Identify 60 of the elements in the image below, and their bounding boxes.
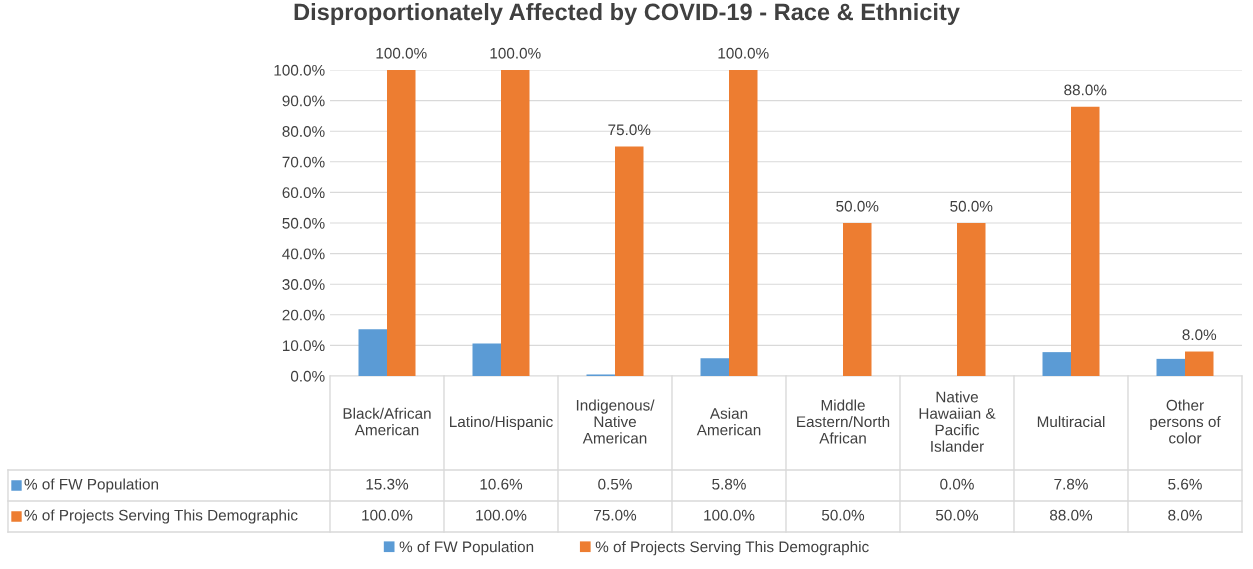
x-tick-label: Latino/Hispanic: [450, 415, 553, 431]
y-tick-label: 50.0%: [282, 217, 325, 229]
data-label: 5.6%: [1168, 478, 1202, 490]
text: 50.0%: [836, 200, 879, 212]
data-label: 5.8%: [712, 478, 746, 490]
bar: [1042, 352, 1071, 376]
x-tick-label: Other persons of color: [1150, 399, 1221, 444]
data-label: 0.5%: [598, 478, 632, 490]
text: % of Projects Serving This Demographic: [595, 541, 869, 556]
x-tick-label: Black/African American: [343, 407, 431, 436]
data-label: 100.0%: [704, 509, 755, 521]
data-label: 100.0%: [476, 509, 527, 521]
y-tick-label: 70.0%: [282, 156, 325, 168]
y-tick-label: 90.0%: [282, 95, 325, 107]
text: 88.0%: [1064, 84, 1107, 96]
text: 75.0%: [608, 124, 651, 136]
data-label: 10.6%: [480, 478, 523, 490]
y-tick-label: 60.0%: [282, 187, 325, 199]
y-tick-label: 100.0%: [274, 64, 325, 76]
y-tick-label: 20.0%: [282, 309, 325, 321]
bar: [957, 223, 986, 376]
bar: [843, 223, 872, 376]
x-tick-label: Multiracial: [1037, 415, 1105, 428]
bar: [729, 70, 758, 376]
y-tick-label: 10.0%: [282, 340, 325, 352]
bar: [615, 146, 644, 376]
data-label: 15.3%: [366, 478, 409, 490]
x-tick-label: Middle Eastern/North African: [797, 399, 890, 444]
text: 50.0%: [950, 200, 993, 212]
data-label: 75.0%: [594, 509, 637, 521]
y-tick-label: 0.0%: [290, 370, 325, 382]
data-label: 88.0%: [1050, 509, 1093, 521]
bar: [700, 358, 729, 376]
bar: [1185, 351, 1214, 376]
data-label: 8.0%: [1168, 509, 1202, 521]
text: 100.0%: [376, 47, 427, 59]
bar: [1071, 106, 1100, 376]
text: 100.0%: [490, 47, 541, 59]
bar: [358, 329, 387, 376]
y-tick-label: 80.0%: [282, 126, 325, 137]
x-tick-label: Indigenous/ Native American: [576, 399, 655, 444]
text: % of FW Population: [24, 478, 159, 493]
legend-label: % of FW Population: [399, 541, 534, 556]
x-tick-label: Asian American: [696, 407, 761, 436]
data-label: 0.0%: [940, 478, 974, 490]
bar: [1156, 358, 1185, 376]
data-label: 50.0%: [821, 509, 865, 521]
bar: [501, 70, 530, 376]
y-tick-label: 30.0%: [282, 279, 325, 290]
legend-label: % of Projects Serving This Demographic: [24, 509, 298, 524]
y-tick-label: 40.0%: [282, 248, 325, 260]
chart-title: Disproportionately Affected by COVID-19 - Race & Ethnicity: [294, 3, 960, 25]
data-label: 7.8%: [1054, 478, 1088, 490]
bar: [387, 70, 416, 376]
bar: [472, 343, 501, 376]
text: 8.0%: [1182, 329, 1217, 341]
x-tick-label: Native Hawaiian & Pacific Islander: [919, 391, 996, 452]
data-label: 50.0%: [935, 509, 979, 521]
text: 100.0%: [718, 47, 769, 59]
data-label: 100.0%: [362, 509, 413, 521]
